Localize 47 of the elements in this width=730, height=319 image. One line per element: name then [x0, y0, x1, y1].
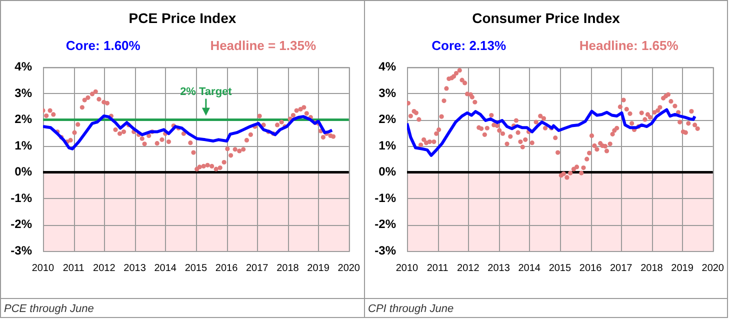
x-tick-label: 2020 — [702, 262, 724, 274]
ref-line-label: 2% Target — [180, 86, 232, 98]
text: Headline = 1.35% — [210, 38, 316, 53]
x-tick-label: 2018 — [276, 262, 300, 274]
y-tick-label: 4% — [378, 60, 396, 74]
x-tick-label: 2019 — [307, 262, 330, 274]
x-tick-label: 2017 — [610, 262, 633, 274]
x-tick-label: 2010 — [396, 262, 419, 274]
x-tick-label: 2019 — [671, 262, 694, 274]
x-tick-label: 2016 — [215, 262, 238, 274]
text: PCE through June — [1, 298, 364, 319]
x-tick-label: 2012 — [457, 262, 480, 274]
y-tick-label: 0% — [378, 164, 396, 179]
y-tick-label: 3% — [378, 86, 396, 100]
text: CPI through June — [365, 298, 727, 319]
chart-title: Consumer Price Index — [471, 10, 621, 26]
chart-title: PCE Price Index — [128, 10, 238, 26]
text: Headline: 1.65% — [579, 38, 678, 53]
x-tick-label: 2016 — [579, 262, 602, 274]
y-tick-label: 2% — [14, 112, 32, 126]
x-tick-label: 2013 — [124, 262, 146, 274]
y-tick-label: -1% — [10, 190, 32, 205]
x-tick-label: 2014 — [154, 262, 177, 274]
x-tick-label: 2017 — [246, 262, 269, 274]
x-tick-label: 2010 — [32, 262, 55, 274]
y-tick-label: -3% — [374, 243, 396, 258]
x-tick-label: 2014 — [518, 262, 541, 274]
x-tick-label: 2020 — [338, 262, 360, 274]
y-tick-label: 2% — [378, 112, 396, 126]
y-tick-label: 0% — [14, 164, 32, 179]
x-tick-label: 2015 — [184, 262, 208, 274]
x-tick-label: 2011 — [426, 262, 449, 274]
text: Core: 2.13% — [432, 38, 506, 53]
x-tick-label: 2011 — [62, 262, 85, 274]
y-tick-label: -2% — [374, 217, 396, 232]
y-tick-label: 3% — [14, 86, 32, 100]
y-tick-label: -1% — [374, 190, 396, 205]
x-tick-label: 2015 — [548, 262, 572, 274]
y-tick-label: -2% — [10, 217, 32, 232]
y-tick-label: -3% — [10, 243, 32, 258]
x-tick-label: 2018 — [640, 262, 664, 274]
y-tick-label: 4% — [14, 60, 32, 74]
y-tick-label: 1% — [14, 138, 32, 152]
y-tick-label: 1% — [378, 138, 396, 152]
x-tick-label: 2012 — [93, 262, 116, 274]
text: Core: 1.60% — [66, 38, 140, 53]
x-tick-label: 2013 — [488, 262, 510, 274]
